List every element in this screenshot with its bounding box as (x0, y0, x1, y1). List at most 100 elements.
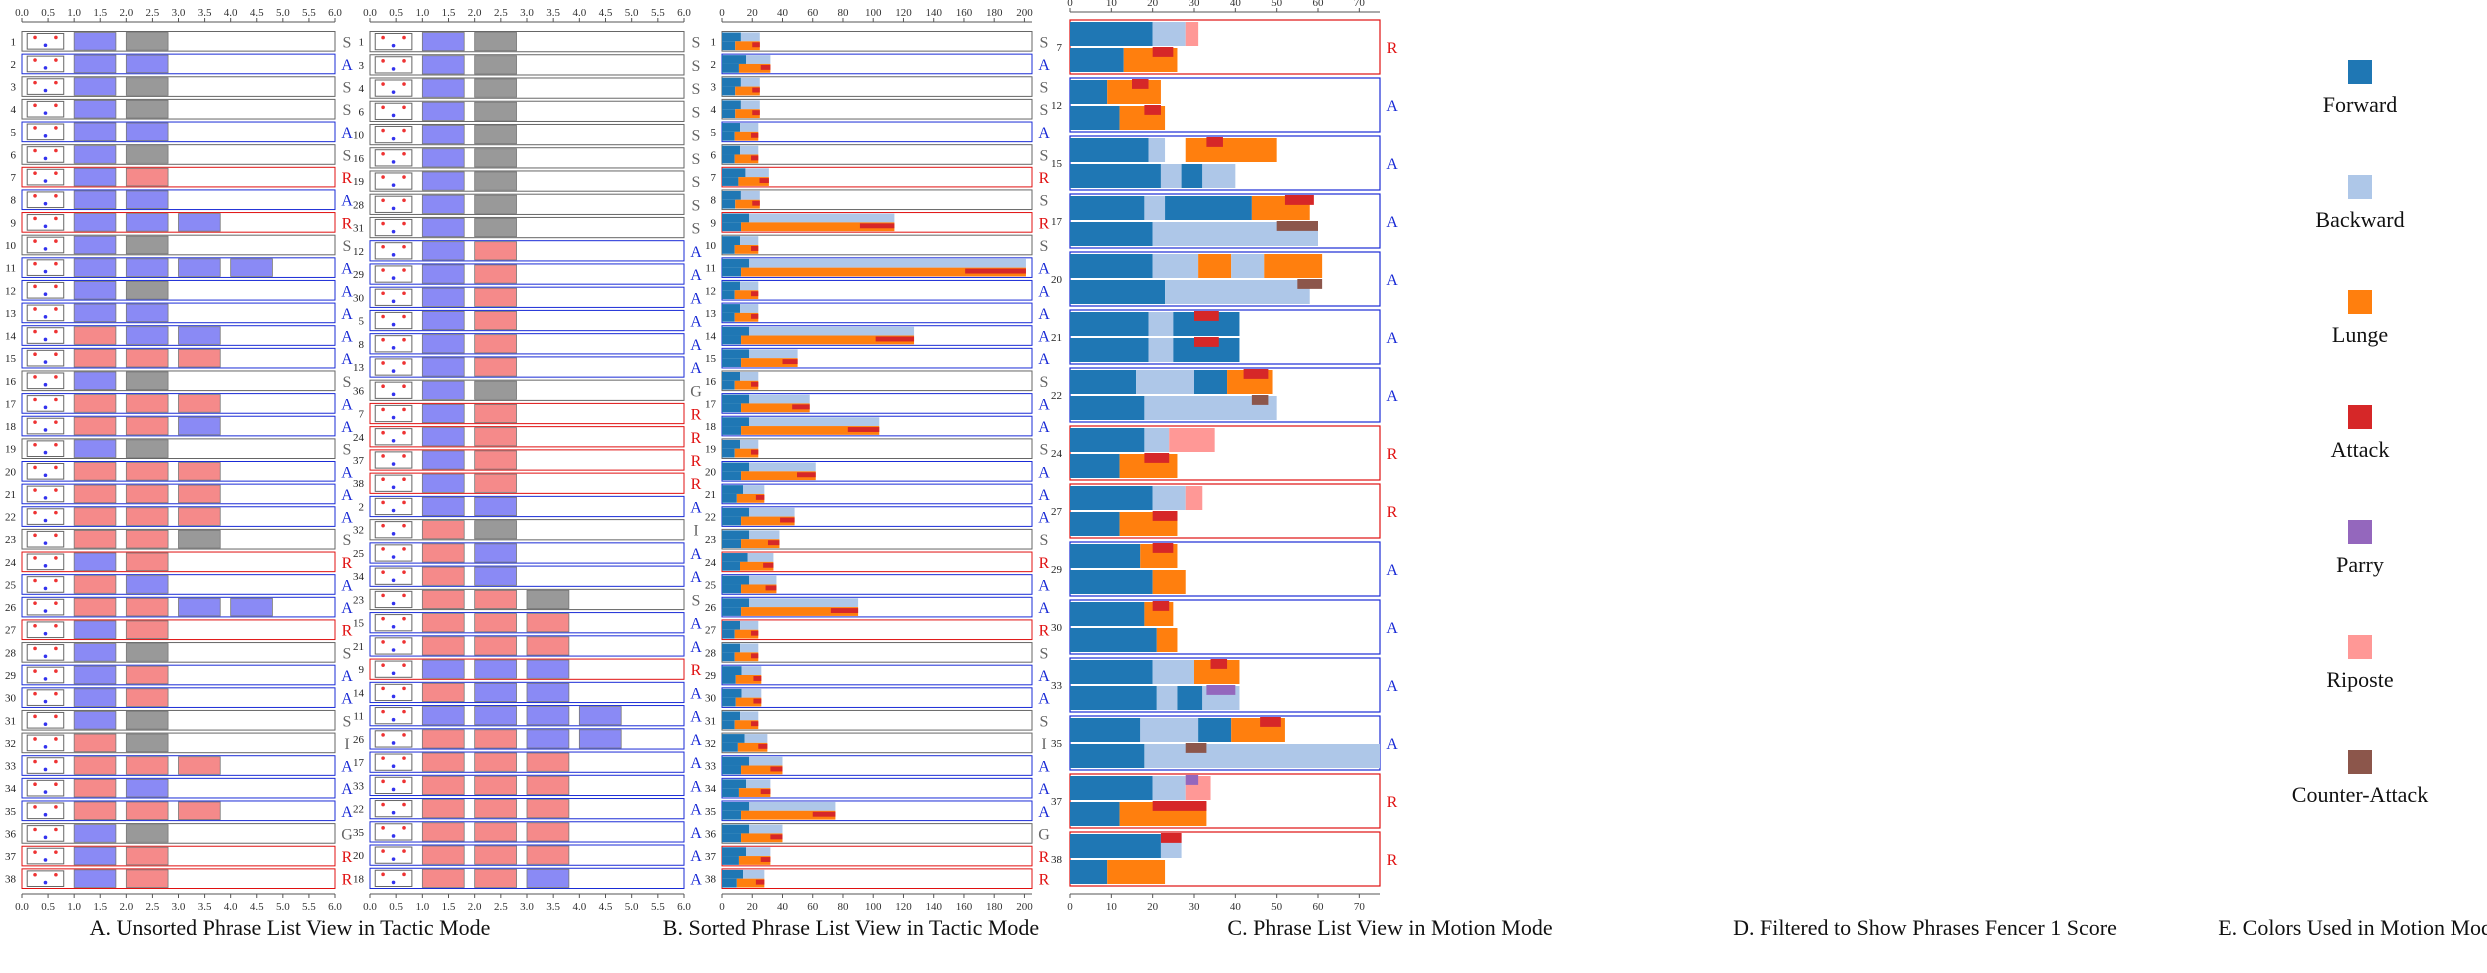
row-result-label: I (1041, 736, 1046, 753)
tactic-segment (421, 334, 465, 354)
position-dot-red (54, 646, 58, 651)
motion-backward (749, 326, 915, 336)
motion-attack (759, 178, 769, 184)
phrase-row-frame (721, 664, 1033, 686)
phrase-row-frame (721, 189, 1033, 211)
motion-attack (859, 223, 895, 229)
phrase-row-frame (21, 438, 336, 459)
tactic-segment (125, 99, 169, 119)
tactic-segment (125, 552, 169, 572)
row-result-label: S (343, 80, 352, 97)
position-dot-red (381, 314, 385, 319)
position-dot-red (381, 151, 385, 156)
motion-forward (722, 810, 742, 820)
motion-lunge (741, 810, 836, 820)
position-dot-red (33, 194, 37, 198)
position-dot-red (381, 128, 385, 133)
position-dot-red (33, 872, 37, 877)
tactic-segment (178, 258, 221, 277)
row-id-label: 15 (705, 353, 717, 365)
row-id-label: 35 (5, 806, 17, 818)
motion-forward (722, 267, 742, 277)
motion-forward (722, 77, 741, 87)
x-tick-label-bottom: 0.5 (41, 901, 55, 913)
tactic-segment (73, 348, 117, 368)
row-id-label: 17 (353, 757, 365, 769)
legend-label-backward: Backward (2315, 207, 2404, 232)
position-dot-red (381, 640, 385, 644)
position-dot-red (33, 533, 37, 538)
position-dot-blue (391, 299, 396, 304)
tactic-segment (526, 775, 570, 795)
position-dot-blue (43, 722, 48, 726)
row-result-label: A (1386, 272, 1398, 289)
motion-lunge (741, 426, 880, 435)
phrase-row-frame (369, 867, 685, 890)
tactic-segment (421, 55, 465, 75)
row-result-label: S (1040, 102, 1049, 119)
motion-attack (755, 494, 765, 500)
motion-forward-segment (1070, 164, 1161, 188)
row-result-label: A (690, 290, 702, 307)
position-dot-red (54, 58, 58, 62)
row-result-label: S (692, 174, 701, 191)
row-result-label: A (1386, 736, 1398, 753)
position-dot-red (381, 244, 385, 249)
position-dot-red (381, 268, 385, 272)
phrase-row-frame (21, 279, 336, 301)
tactic-segment (125, 756, 169, 775)
motion-lunge (736, 878, 765, 888)
position-dot-red (402, 175, 406, 179)
motion-forward-segment (1070, 454, 1120, 478)
position-dot-red (402, 779, 406, 784)
phrase-row-frame (21, 687, 336, 708)
position-dot-blue (43, 812, 48, 817)
row-result-label: S (343, 713, 352, 730)
motion-forward-segment (1070, 338, 1149, 362)
motion-forward (722, 41, 736, 51)
tactic-segment (73, 122, 117, 142)
x-tick-label-top: 80 (837, 7, 849, 19)
position-dot-blue (43, 858, 48, 862)
x-tick-label-top: 4.5 (599, 7, 613, 19)
motion-backward (741, 688, 762, 698)
row-result-label: A (1038, 464, 1050, 481)
position-dot-blue (43, 518, 48, 523)
x-tick-label-bottom: 2.5 (494, 901, 508, 913)
tactic-segment (178, 507, 221, 526)
legend-label-lunge: Lunge (2332, 322, 2388, 347)
position-dot-red (33, 261, 37, 266)
position-dot-blue (43, 450, 48, 455)
phrase-row-frame (21, 31, 336, 52)
row-result-label: A (690, 709, 702, 726)
position-dot-red (381, 198, 385, 203)
row-id-label: 13 (353, 362, 365, 374)
tactic-segment (526, 729, 570, 749)
row-result-label: R (342, 849, 353, 866)
motion-forward-segment (1070, 312, 1149, 336)
x-tick-label-top: 3.5 (198, 7, 212, 19)
motion-attack (753, 676, 762, 681)
position-dot-red (402, 849, 406, 853)
tactic-segment (474, 241, 517, 261)
phrase-row-frame (369, 774, 685, 797)
position-dot-blue (43, 631, 48, 636)
row-result-label: A (1038, 351, 1050, 368)
x-tick-label-top: 10 (1106, 0, 1118, 9)
tactic-segment (178, 756, 221, 775)
tactic-segment (125, 122, 169, 142)
tactic-segment (125, 462, 169, 481)
position-dot-red (33, 148, 37, 153)
row-result-label: A (341, 691, 353, 708)
position-dot-blue (391, 717, 396, 722)
tactic-segment (474, 194, 517, 214)
x-tick-label-top: 4.5 (250, 7, 264, 19)
x-tick-label-bottom: 30 (1189, 901, 1201, 913)
position-dot-red (402, 268, 406, 272)
row-result-label: S (692, 592, 701, 609)
row-result-label: S (343, 147, 352, 164)
row-id-label: 7 (359, 409, 365, 421)
motion-attack (797, 472, 816, 478)
motion-forward-segment (1070, 370, 1137, 394)
motion-attack (847, 427, 880, 432)
